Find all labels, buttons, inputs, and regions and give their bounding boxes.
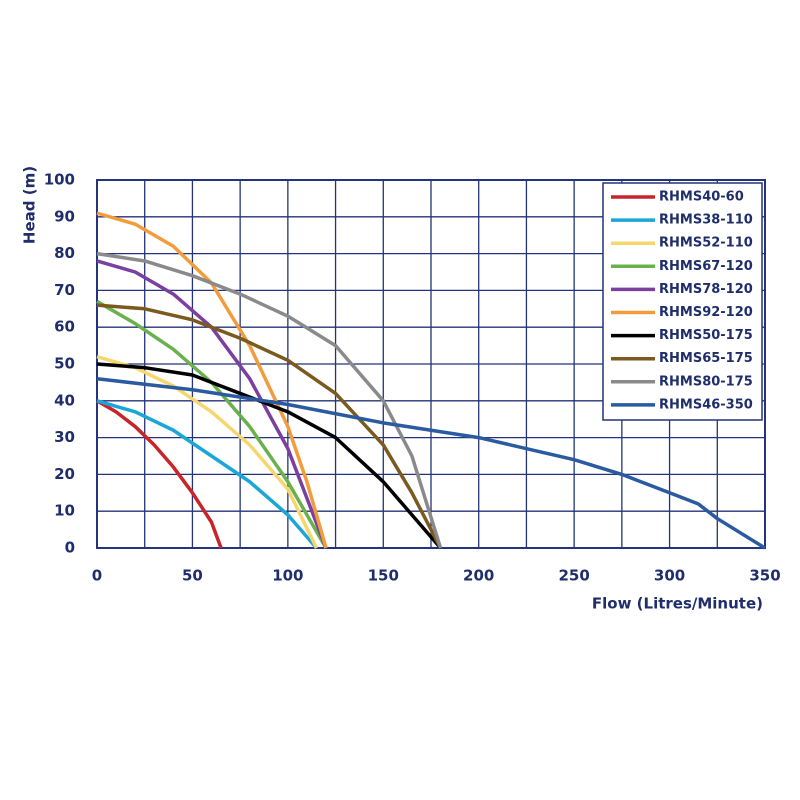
series-line (96, 251, 443, 549)
series-line (96, 362, 442, 550)
x-tick-label: 200 (463, 567, 494, 585)
x-tick-label: 0 (92, 567, 102, 585)
series-line (96, 303, 443, 549)
legend-label: RHMS52-110 (659, 236, 753, 251)
legend-label: RHMS40-60 (659, 190, 744, 205)
y-tick-label: 50 (54, 355, 75, 373)
y-tick-label: 40 (54, 391, 75, 409)
x-tick-label: 350 (749, 567, 780, 585)
x-tick-label: 50 (182, 567, 203, 585)
legend-label: RHMS50-175 (659, 328, 753, 343)
legend-label: RHMS38-110 (659, 213, 753, 228)
y-tick-label: 60 (54, 318, 75, 336)
x-tick-label: 250 (558, 567, 589, 585)
y-tick-label: 10 (54, 502, 75, 520)
series-line (96, 399, 223, 549)
legend-label: RHMS67-120 (659, 259, 753, 274)
legend-label: RHMS78-120 (659, 282, 753, 297)
x-tick-label: 150 (368, 567, 399, 585)
legend-label: RHMS80-175 (659, 374, 753, 389)
legend-label: RHMS65-175 (659, 351, 753, 366)
y-tick-label: 20 (54, 465, 75, 483)
x-tick-label: 100 (272, 567, 303, 585)
legend-label: RHMS46-350 (659, 397, 753, 412)
y-tick-label: 90 (54, 207, 75, 225)
series-line (96, 211, 328, 549)
y-tick-label: 100 (44, 171, 75, 189)
y-tick-label: 80 (54, 244, 75, 262)
y-axis-label: Head (m) (21, 166, 39, 244)
series-line (96, 399, 318, 550)
y-tick-label: 30 (54, 428, 75, 446)
y-tick-label: 70 (54, 281, 75, 299)
y-tick-label: 0 (65, 539, 75, 557)
x-axis-label: Flow (Litres/Minute) (592, 595, 763, 613)
series-line (96, 376, 766, 550)
x-tick-label: 300 (654, 567, 685, 585)
legend-label: RHMS92-120 (659, 305, 753, 320)
